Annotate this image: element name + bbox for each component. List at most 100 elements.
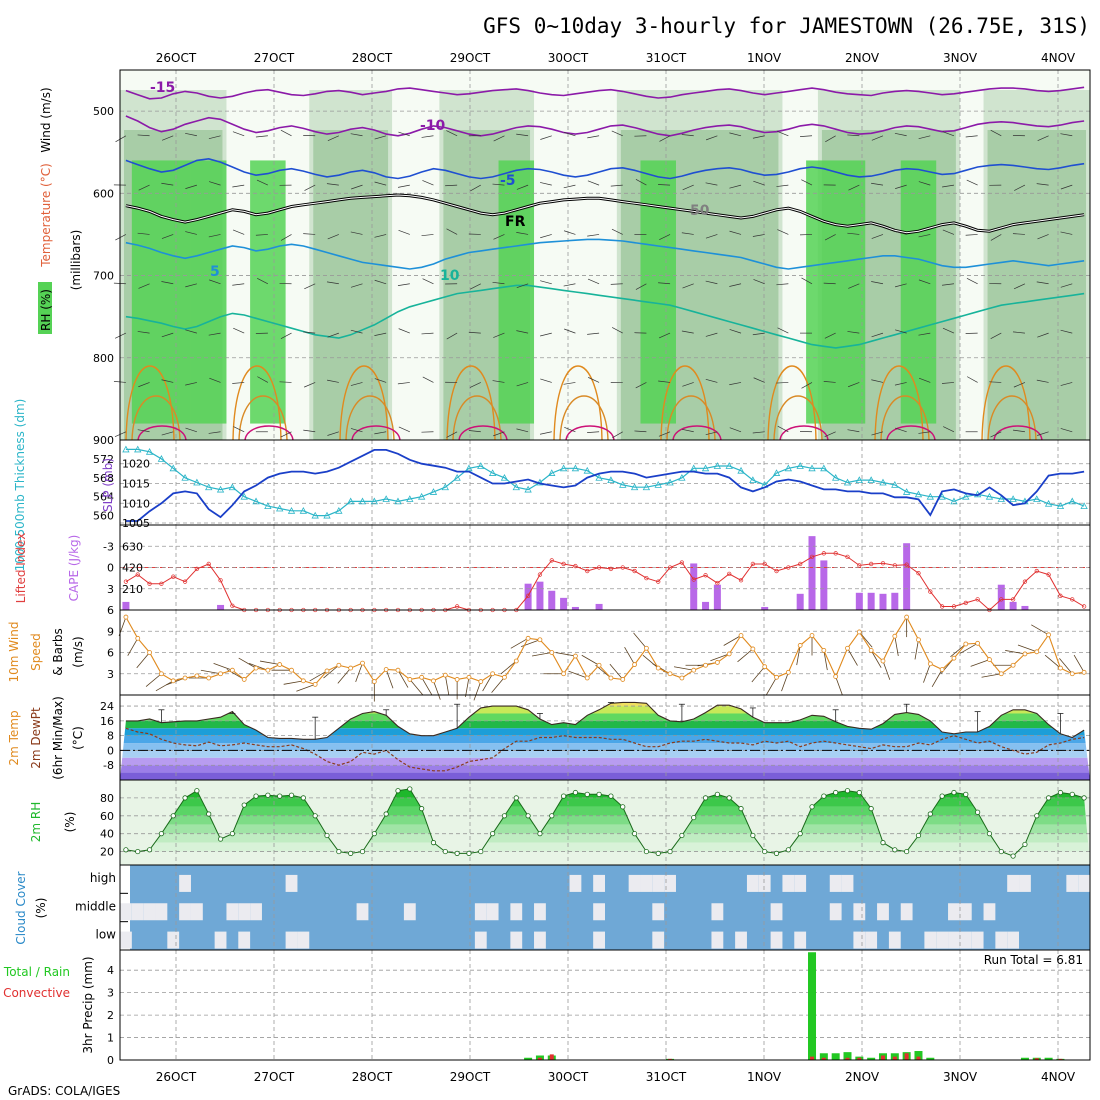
- upper-wind-barb: [824, 332, 836, 339]
- wind-axis-unit: (m/s): [71, 636, 85, 667]
- cape-bar: [867, 592, 875, 610]
- thickness-line: [125, 448, 1085, 517]
- precip-convective-bar: [892, 1056, 897, 1060]
- upper-wind-barb: [942, 229, 955, 235]
- cape-bar: [560, 597, 568, 610]
- rh2m-axis-unit: (%): [63, 812, 77, 833]
- thickness-point: [323, 511, 331, 519]
- upper-wind-barb: [350, 382, 363, 386]
- cape-bar: [855, 592, 863, 610]
- upper-wind-barb: [185, 132, 197, 137]
- rh2m-point: [880, 840, 886, 846]
- wind-speed-point: [679, 675, 685, 681]
- thickness-point: [181, 473, 189, 481]
- thickness-point: [169, 464, 177, 472]
- upper-wind-barb: [374, 181, 387, 186]
- upper-wind-barb: [588, 377, 600, 383]
- rh2m-point: [856, 789, 862, 796]
- thickness-point: [477, 462, 485, 469]
- lifted-index-point: [738, 578, 744, 583]
- thickness-point: [938, 492, 946, 500]
- wind-speed-point: [360, 660, 365, 666]
- cape-bar: [595, 603, 603, 610]
- slp-line: [125, 448, 1085, 522]
- lifted-index-point: [218, 578, 223, 583]
- warm-contour-line: [339, 365, 389, 441]
- cloud-clear-block: [829, 903, 842, 921]
- upper-wind-barb: [208, 234, 221, 238]
- rh2m-point: [868, 806, 874, 812]
- wind-speed-point: [1046, 632, 1051, 638]
- thickness-point: [725, 462, 733, 469]
- temperature-band: [120, 743, 1090, 751]
- lifted-index-point: [596, 565, 602, 570]
- cloud-clear-block: [865, 931, 878, 949]
- temp-tick-label: 24: [100, 700, 114, 713]
- upper-wind-barb: [185, 427, 197, 433]
- wind-barb: [624, 647, 635, 665]
- upper-wind-barb: [446, 130, 458, 137]
- rh2m-point: [383, 811, 389, 817]
- lifted-index-point: [537, 572, 543, 577]
- temp-axis-label-2: 2m DewPt: [29, 707, 43, 769]
- upper-wind-barb: [256, 179, 269, 186]
- thickness-point: [559, 464, 568, 472]
- rh2m-point: [750, 832, 756, 839]
- upper-wind-barb: [350, 428, 363, 433]
- upper-wind-barb: [138, 283, 150, 289]
- thickness-point: [654, 481, 662, 488]
- upper-wind-barb: [895, 329, 907, 334]
- lifted-index-point: [857, 563, 862, 568]
- wind-barb: [385, 669, 394, 689]
- lifted-index-point: [845, 554, 850, 560]
- rh2m-point: [525, 813, 531, 819]
- upper-wind-barb: [185, 382, 197, 386]
- upper-wind-barb: [563, 382, 576, 385]
- upper-wind-barb: [208, 431, 221, 434]
- temperature-bands: [120, 702, 1090, 780]
- upper-wind-barb: [918, 377, 931, 383]
- cape-tick-label: 210: [122, 583, 143, 596]
- upper-wind-barb: [587, 431, 600, 433]
- wind-speed-point: [608, 675, 614, 681]
- upper-wind-barb: [753, 180, 765, 186]
- cloud-clear-block: [1066, 874, 1079, 892]
- upper-wind-barb: [965, 234, 978, 236]
- upper-wind-barb: [327, 135, 339, 141]
- upper-wind-barb: [185, 329, 197, 334]
- thickness-point: [772, 469, 781, 476]
- lifted-index-point: [549, 558, 554, 563]
- wind-barb: [931, 669, 943, 688]
- thickness-point: [950, 497, 958, 505]
- contour-label: 5: [210, 264, 220, 280]
- temperature-band: [120, 772, 1090, 780]
- cape-bar: [879, 593, 887, 610]
- thickness-point: [488, 469, 497, 476]
- wind-barb: [465, 677, 470, 698]
- cape-bar: [761, 606, 769, 610]
- temperature-band: [120, 720, 1090, 729]
- rh2m-point: [359, 848, 366, 855]
- upper-wind-barb: [682, 382, 694, 387]
- thickness-point: [1068, 497, 1076, 505]
- temperature-band: [120, 765, 1090, 773]
- wind-speed-point: [300, 678, 306, 684]
- upper-wind-barb: [397, 184, 410, 188]
- rh2m-point: [963, 791, 969, 797]
- slp-tick-label: 1020: [122, 458, 150, 471]
- upper-wind-barb: [1060, 283, 1073, 288]
- upper-wind-barb: [777, 327, 789, 334]
- upper-wind-barb: [374, 431, 387, 435]
- upper-wind-barb: [776, 382, 789, 384]
- upper-wind-barb: [279, 381, 292, 383]
- date-label-top: 1NOV: [747, 51, 782, 65]
- cloud-clear-block: [510, 931, 523, 949]
- rh-moist-core: [313, 130, 389, 440]
- warm-contour-line: [672, 425, 722, 441]
- upper-wind-barb: [398, 426, 410, 433]
- upper-wind-barb: [563, 132, 576, 137]
- upper-wind-barb: [1037, 431, 1049, 436]
- precip-total-bar: [524, 1057, 533, 1060]
- wind-barb: [970, 659, 990, 667]
- upper-wind-barb: [658, 380, 671, 383]
